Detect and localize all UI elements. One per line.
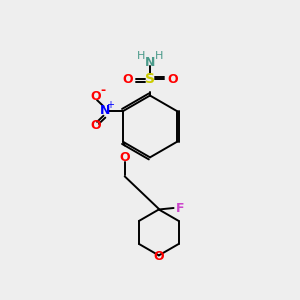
Text: O: O [122, 73, 133, 86]
Text: O: O [90, 90, 101, 103]
Text: O: O [167, 73, 178, 86]
Text: S: S [145, 72, 155, 86]
Text: O: O [119, 151, 130, 164]
Text: O: O [90, 119, 101, 132]
Text: O: O [154, 250, 164, 262]
Text: N: N [145, 56, 155, 69]
Text: +: + [106, 100, 114, 110]
Text: F: F [176, 202, 184, 214]
Text: H: H [154, 51, 163, 61]
Text: -: - [100, 84, 106, 97]
Text: N: N [100, 104, 110, 118]
Text: H: H [137, 51, 146, 61]
